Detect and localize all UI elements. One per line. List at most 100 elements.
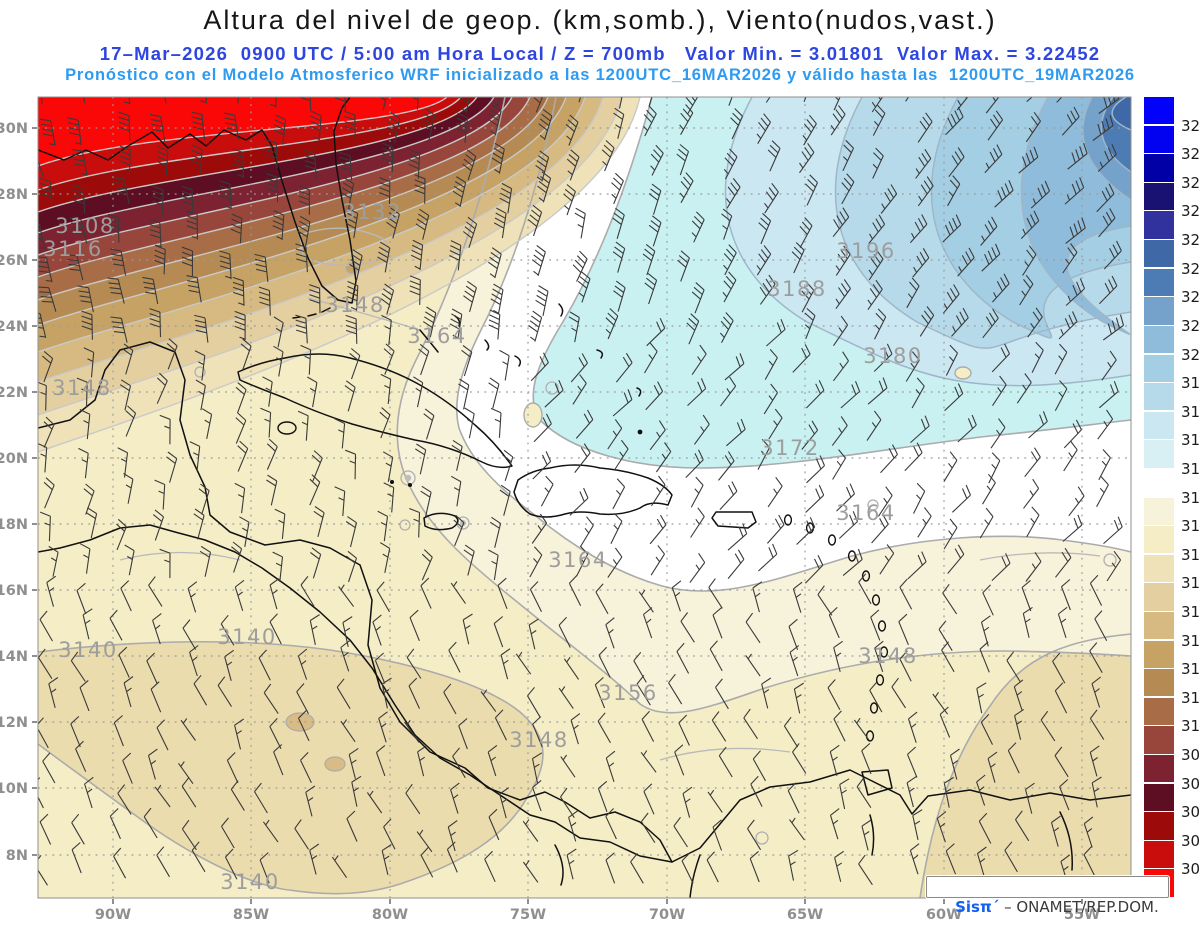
contour-label: 3140 <box>58 638 117 662</box>
colorbar-label: 3204 <box>1181 345 1200 364</box>
colorbar-segment <box>1144 697 1174 726</box>
lat-axis-label: 12N <box>0 715 28 731</box>
colorbar-label: 3196 <box>1181 374 1200 393</box>
contour-label: 3140 <box>217 625 276 649</box>
page-title: Altura del nivel de geop. (km,somb.), Vi… <box>203 5 997 35</box>
watermark-org: – ONAMET/REP.DOM. <box>999 898 1159 916</box>
colorbar-segment <box>1144 611 1174 640</box>
colorbar-label: 3164 <box>1181 488 1200 507</box>
lon-axis-label: 70W <box>649 907 685 923</box>
colorbar-segment <box>1144 783 1174 811</box>
forecast-model-subtitle: Pronóstico con el Modelo Atmosferico WRF… <box>65 66 1135 84</box>
colorbar-segment <box>1144 583 1174 611</box>
colorbar-segment <box>1144 154 1174 182</box>
contour-label: 3164 <box>836 501 895 525</box>
valid-time-subtitle: 17–Mar–2026 0900 UTC / 5:00 am Hora Loca… <box>99 43 1101 64</box>
colorbar-segment <box>1144 182 1174 211</box>
contour-label: 3164 <box>548 548 607 572</box>
lat-axis-label: 18N <box>0 517 28 533</box>
contour-label: 3148 <box>325 293 384 317</box>
colorbar-label: 3124 <box>1181 631 1200 650</box>
contour-label: 3132 <box>342 200 401 224</box>
contour-label: 3196 <box>836 239 895 263</box>
colorbar-label: 3140 <box>1181 574 1200 593</box>
colorbar-label: 3068 <box>1181 831 1200 850</box>
lat-axis-label: 14N <box>0 649 28 665</box>
contour-label: 3164 <box>407 324 466 348</box>
colorbar-label: 3148 <box>1181 545 1200 564</box>
colorbar-segment <box>1144 325 1174 354</box>
contour-label: 3156 <box>598 681 657 705</box>
colorbar-label: 3092 <box>1181 746 1200 764</box>
watermark-badge: Sisπ´ – ONAMET/REP.DOM. <box>926 876 1169 916</box>
contour-label: 3148 <box>509 728 568 752</box>
lon-axis-label: 55W <box>1064 907 1100 923</box>
contour-label: 3116 <box>43 237 102 261</box>
colorbar-label: 3076 <box>1181 803 1200 822</box>
colorbar-label: 3236 <box>1181 231 1200 249</box>
colorbar-segment <box>1144 354 1174 382</box>
lat-axis-label: 24N <box>0 319 28 335</box>
lon-axis-label: 75W <box>510 907 546 923</box>
colorbar-segment <box>1144 411 1174 440</box>
colorbar-segment <box>1144 554 1174 583</box>
colorbar-label: 3252 <box>1181 173 1200 192</box>
colorbar-segment <box>1144 468 1174 497</box>
colorbar-segment <box>1144 297 1174 325</box>
contour-label: 3148 <box>858 644 917 668</box>
colorbar-label: 3220 <box>1181 288 1200 307</box>
colorbar-label: 3260 <box>1181 145 1200 164</box>
contour-label: 3148 <box>52 376 111 400</box>
lat-axis-label: 22N <box>0 385 28 401</box>
colorbar-label: 3156 <box>1181 517 1200 536</box>
contour-label: 3188 <box>767 277 826 301</box>
contour-label: 3140 <box>220 870 279 894</box>
lat-axis-label: 26N <box>0 253 28 269</box>
colorbar-segment <box>1144 840 1174 869</box>
wind-barbs <box>38 97 1125 886</box>
colorbar-segment <box>1144 268 1174 296</box>
colorbar-segment <box>1144 497 1174 525</box>
colorbar-label: 3116 <box>1181 660 1200 679</box>
lat-axis-label: 30N <box>0 121 28 137</box>
colorbar-label: 3100 <box>1181 717 1200 736</box>
contour-label: 3108 <box>55 214 114 238</box>
lon-axis-label: 80W <box>372 907 408 923</box>
colorbar-label: 3228 <box>1181 259 1200 278</box>
lat-axis-label: 16N <box>0 583 28 599</box>
colorbar-label: 3212 <box>1181 316 1200 335</box>
colorbar-label: 3188 <box>1181 402 1200 421</box>
watermark-brand: Sisπ´ <box>955 898 1000 916</box>
lat-axis-label: 10N <box>0 781 28 797</box>
colorbar-label: 3172 <box>1181 459 1200 478</box>
lon-axis-label: 60W <box>926 907 962 923</box>
colorbar-segment <box>1144 125 1174 153</box>
colorbar-label: 3060 <box>1181 860 1200 879</box>
lat-axis-label: 8N <box>6 848 28 864</box>
colorbar-segment <box>1144 669 1174 697</box>
colorbar-label: 3180 <box>1181 431 1200 450</box>
lon-axis-label: 85W <box>233 907 269 923</box>
colorbar-label: 3268 <box>1181 116 1200 135</box>
lon-axis-label: 65W <box>787 907 823 923</box>
colorbar-segment <box>1144 211 1174 239</box>
colorbar-label: 3084 <box>1181 774 1200 793</box>
colorbar-segment <box>1144 526 1174 554</box>
colorbar-segment <box>1144 440 1174 468</box>
lat-axis-label: 28N <box>0 187 28 203</box>
colorbar-segment <box>1144 726 1174 754</box>
colorbar-label: 3108 <box>1181 688 1200 707</box>
colorbar-segment <box>1144 383 1174 411</box>
colorbar-label: 3244 <box>1181 202 1200 221</box>
colorbar-label: 3132 <box>1181 602 1200 621</box>
colorbar-segment <box>1144 812 1174 840</box>
contour-label: 3180 <box>863 344 922 368</box>
lon-axis-label: 90W <box>95 907 131 923</box>
lat-axis-label: 20N <box>0 451 28 467</box>
contour-label: 3172 <box>760 436 819 460</box>
colorbar-segment <box>1144 240 1174 268</box>
colorbar-segment <box>1144 640 1174 668</box>
